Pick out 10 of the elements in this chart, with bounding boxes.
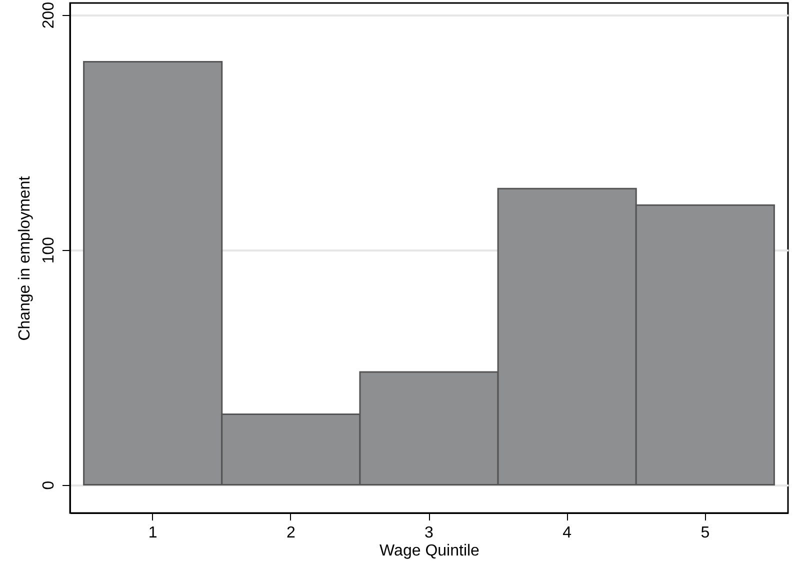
x-tick-label: 4 — [562, 524, 572, 542]
x-tick-label: 3 — [424, 524, 434, 542]
x-axis-title: Wage Quintile — [380, 542, 480, 560]
y-axis-title: Change in employment — [16, 176, 34, 341]
y-tick-label: 100 — [40, 236, 58, 264]
x-tick-label: 2 — [286, 524, 296, 542]
y-tick-label: 0 — [40, 480, 58, 490]
x-tick-label: 1 — [148, 524, 158, 542]
x-tick-label: 5 — [700, 524, 710, 542]
y-tick-label: 200 — [40, 2, 58, 29]
